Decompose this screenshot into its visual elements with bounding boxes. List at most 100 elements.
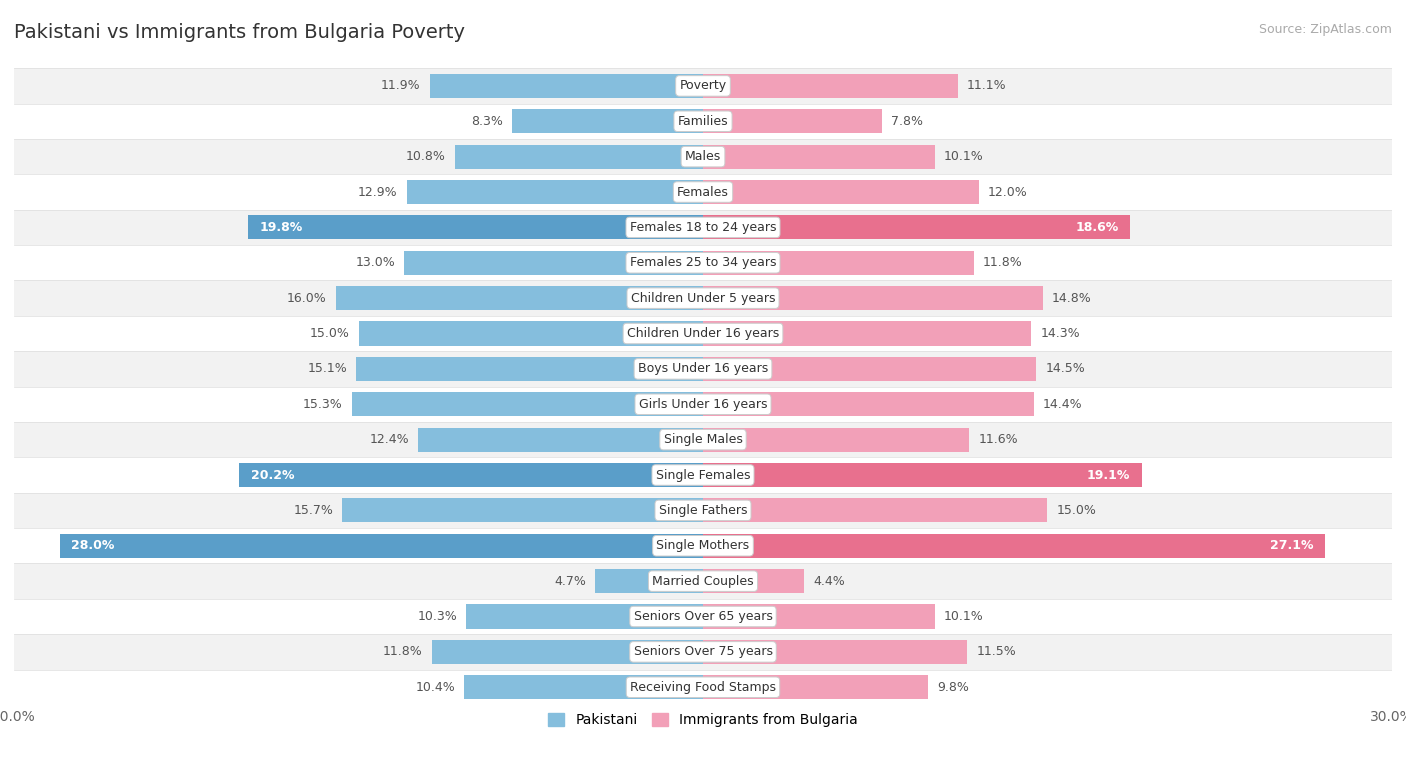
Text: Children Under 16 years: Children Under 16 years xyxy=(627,327,779,340)
Bar xyxy=(60,534,703,558)
Bar xyxy=(464,675,703,700)
Text: 20.2%: 20.2% xyxy=(250,468,294,481)
Bar xyxy=(406,180,703,204)
Text: 9.8%: 9.8% xyxy=(938,681,969,694)
Text: 10.4%: 10.4% xyxy=(415,681,456,694)
Text: 14.4%: 14.4% xyxy=(1043,398,1083,411)
Bar xyxy=(703,392,1033,416)
Bar xyxy=(703,463,1142,487)
Text: 11.9%: 11.9% xyxy=(381,80,420,92)
Text: Married Couples: Married Couples xyxy=(652,575,754,587)
Text: 8.3%: 8.3% xyxy=(471,114,503,128)
Bar xyxy=(703,534,1326,558)
Text: Boys Under 16 years: Boys Under 16 years xyxy=(638,362,768,375)
Bar xyxy=(703,569,804,594)
Bar xyxy=(703,145,935,169)
Text: 13.0%: 13.0% xyxy=(356,256,395,269)
Text: 15.1%: 15.1% xyxy=(308,362,347,375)
Bar xyxy=(703,675,928,700)
Bar xyxy=(456,145,703,169)
Bar xyxy=(703,604,935,628)
Bar xyxy=(14,528,1392,563)
Bar xyxy=(703,357,1036,381)
Text: Poverty: Poverty xyxy=(679,80,727,92)
Text: Females: Females xyxy=(678,186,728,199)
Text: Females 25 to 34 years: Females 25 to 34 years xyxy=(630,256,776,269)
Text: 11.6%: 11.6% xyxy=(979,433,1018,446)
Text: 11.8%: 11.8% xyxy=(983,256,1024,269)
Text: 14.5%: 14.5% xyxy=(1045,362,1085,375)
Bar xyxy=(703,109,882,133)
Bar xyxy=(703,215,1130,240)
Text: 18.6%: 18.6% xyxy=(1076,221,1119,234)
Text: 14.3%: 14.3% xyxy=(1040,327,1080,340)
Bar xyxy=(703,640,967,664)
Text: 12.4%: 12.4% xyxy=(370,433,409,446)
Text: Females 18 to 24 years: Females 18 to 24 years xyxy=(630,221,776,234)
Bar xyxy=(703,180,979,204)
Bar xyxy=(703,428,969,452)
Bar xyxy=(14,599,1392,634)
Bar xyxy=(405,251,703,275)
Text: 15.3%: 15.3% xyxy=(302,398,343,411)
Text: 4.4%: 4.4% xyxy=(813,575,845,587)
Bar xyxy=(703,321,1032,346)
Bar xyxy=(14,493,1392,528)
Bar xyxy=(343,498,703,522)
Text: Families: Families xyxy=(678,114,728,128)
Bar xyxy=(703,251,974,275)
Text: Single Mothers: Single Mothers xyxy=(657,539,749,553)
Text: Source: ZipAtlas.com: Source: ZipAtlas.com xyxy=(1258,23,1392,36)
Bar xyxy=(336,286,703,310)
Bar xyxy=(418,428,703,452)
Bar xyxy=(703,498,1047,522)
Text: Children Under 5 years: Children Under 5 years xyxy=(631,292,775,305)
Bar xyxy=(14,68,1392,104)
Text: 19.1%: 19.1% xyxy=(1087,468,1130,481)
Text: Single Fathers: Single Fathers xyxy=(659,504,747,517)
Bar xyxy=(432,640,703,664)
Text: 19.8%: 19.8% xyxy=(260,221,304,234)
Text: 12.9%: 12.9% xyxy=(359,186,398,199)
Text: 7.8%: 7.8% xyxy=(891,114,924,128)
Bar xyxy=(14,669,1392,705)
Bar xyxy=(14,351,1392,387)
Text: Girls Under 16 years: Girls Under 16 years xyxy=(638,398,768,411)
Text: Receiving Food Stamps: Receiving Food Stamps xyxy=(630,681,776,694)
Bar xyxy=(595,569,703,594)
Bar xyxy=(14,280,1392,316)
Bar xyxy=(359,321,703,346)
Text: 14.8%: 14.8% xyxy=(1052,292,1092,305)
Bar xyxy=(14,457,1392,493)
Bar xyxy=(14,139,1392,174)
Text: 11.8%: 11.8% xyxy=(382,645,423,659)
Bar xyxy=(14,174,1392,210)
Text: 4.7%: 4.7% xyxy=(554,575,586,587)
Text: 15.0%: 15.0% xyxy=(1057,504,1097,517)
Text: 15.0%: 15.0% xyxy=(309,327,349,340)
Text: Single Males: Single Males xyxy=(664,433,742,446)
Bar xyxy=(467,604,703,628)
Bar xyxy=(14,210,1392,245)
Text: 11.5%: 11.5% xyxy=(976,645,1017,659)
Bar xyxy=(512,109,703,133)
Bar xyxy=(356,357,703,381)
Text: Seniors Over 65 years: Seniors Over 65 years xyxy=(634,610,772,623)
Text: Pakistani vs Immigrants from Bulgaria Poverty: Pakistani vs Immigrants from Bulgaria Po… xyxy=(14,23,465,42)
Bar xyxy=(14,563,1392,599)
Legend: Pakistani, Immigrants from Bulgaria: Pakistani, Immigrants from Bulgaria xyxy=(543,708,863,733)
Bar xyxy=(239,463,703,487)
Bar xyxy=(14,422,1392,457)
Bar xyxy=(430,74,703,98)
Text: Males: Males xyxy=(685,150,721,163)
Text: 10.8%: 10.8% xyxy=(406,150,446,163)
Bar xyxy=(249,215,703,240)
Bar xyxy=(14,387,1392,422)
Bar xyxy=(352,392,703,416)
Bar xyxy=(14,245,1392,280)
Bar xyxy=(14,634,1392,669)
Text: 27.1%: 27.1% xyxy=(1271,539,1313,553)
Bar xyxy=(703,286,1043,310)
Bar xyxy=(14,316,1392,351)
Text: 10.3%: 10.3% xyxy=(418,610,457,623)
